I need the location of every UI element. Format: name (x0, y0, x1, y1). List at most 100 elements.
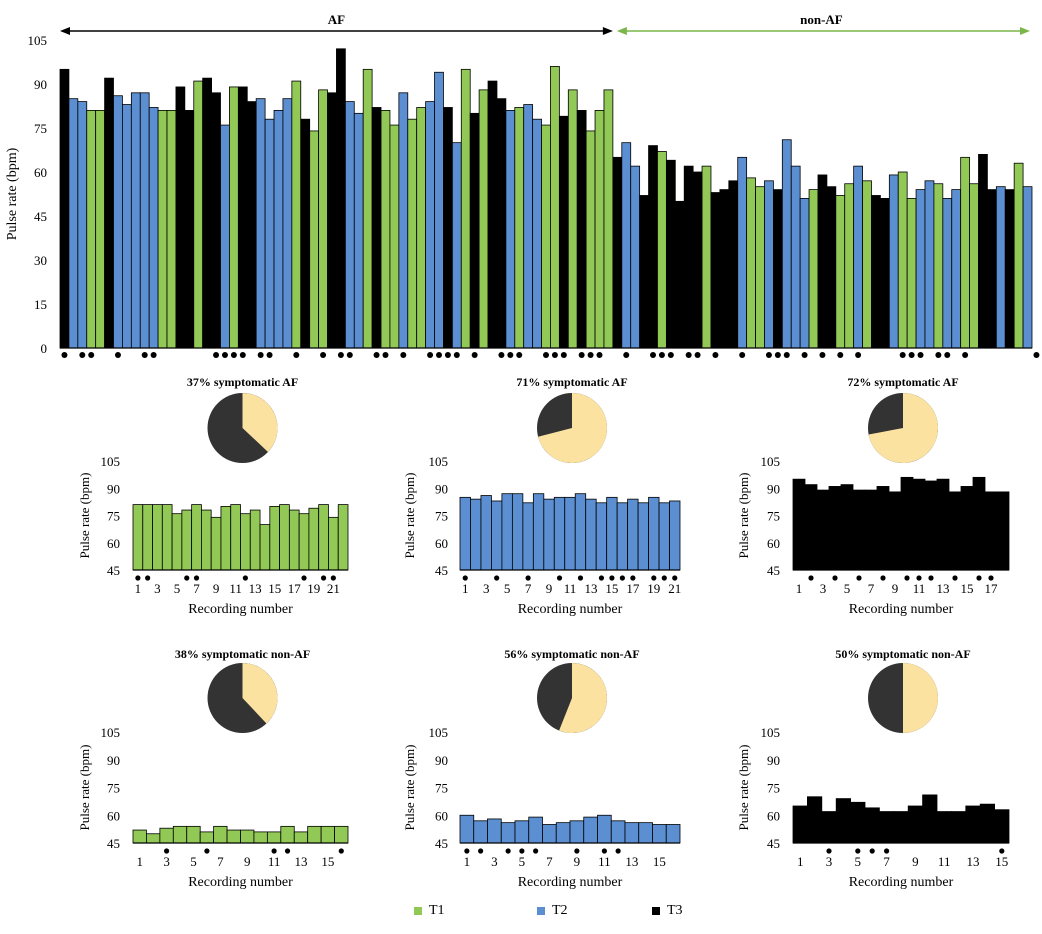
sub-x-tick-label: 11 (229, 581, 242, 596)
main-bar (416, 107, 427, 349)
sub-bar (240, 513, 251, 571)
main-symptom-dot (427, 352, 434, 358)
main-bar (407, 118, 418, 349)
sub-y-tick-label: 45 (435, 836, 448, 851)
sub-bar (201, 509, 212, 571)
main-bar (933, 183, 944, 349)
main-bar (487, 80, 498, 349)
sub-symptom-dot (976, 575, 982, 581)
sub-bar (320, 825, 335, 844)
sub-y-tick-label: 60 (767, 536, 780, 551)
main-symptom-dot (801, 352, 808, 358)
main-bar (1004, 189, 1015, 349)
main-symptom-dot (774, 352, 781, 358)
sub-bar (994, 809, 1010, 844)
sub-bar (253, 831, 268, 844)
sub-bar (191, 504, 202, 571)
sub-bar (514, 820, 530, 844)
main-bar (264, 118, 275, 349)
main-bar (229, 86, 239, 349)
sub-bar (334, 825, 349, 844)
sub-bar (864, 807, 880, 844)
sub-y-tick-label: 90 (107, 481, 120, 496)
sub-symptom-dot (574, 848, 580, 854)
main-bar (451, 142, 462, 349)
sub-bar (307, 825, 322, 844)
main-bar (59, 68, 70, 349)
sub-symptom-dot (609, 575, 615, 581)
sub-x-tick-label: 7 (546, 854, 553, 869)
sub-symptom-dot (856, 575, 862, 581)
sub-bar (293, 831, 309, 844)
main-symptom-dot (221, 352, 228, 358)
sub-bar (638, 822, 653, 844)
main-bar (790, 165, 801, 349)
sub-symptom-dot (880, 575, 886, 581)
nonaf-arrow-right (1020, 27, 1030, 35)
main-symptom-dot (783, 352, 790, 358)
main-symptom-dot (61, 352, 68, 358)
pie-slice-symptomatic (242, 393, 278, 452)
sub-symptom-dot (284, 848, 291, 854)
sub-y-tick-label: 45 (107, 836, 120, 851)
main-symptom-dot (694, 352, 701, 358)
sub-symptom-dot (533, 848, 539, 854)
sub-x-tick-label: 7 (525, 581, 532, 596)
sub-y-tick-label: 60 (767, 808, 780, 823)
main-bar (443, 107, 453, 349)
sub-x-tick-label: 15 (321, 854, 334, 869)
sub-x-tick-label: 9 (213, 581, 220, 596)
sub-bar (132, 504, 144, 571)
main-symptom-dot (444, 352, 451, 358)
sub-bar (951, 811, 967, 844)
pie-slice-symptomatic (868, 393, 938, 464)
main-bar (978, 153, 988, 349)
sub-bar (487, 818, 502, 844)
sub-y-tick-label: 90 (767, 481, 780, 496)
sub-symptom-dot (916, 575, 922, 581)
sub-bar (648, 496, 660, 571)
main-bar (594, 110, 605, 349)
main-symptom-dot (257, 352, 264, 358)
sub-symptom-dot (952, 575, 958, 581)
legend-swatch-t1 (414, 907, 422, 915)
sub-t1-nonaf: 38% symptomatic non-AF Pulse rate (bpm) 45… (77, 647, 349, 890)
main-bar (532, 118, 542, 349)
main-symptom-dot (855, 352, 862, 358)
sub-bar (821, 811, 837, 844)
sub-bar (912, 478, 926, 571)
sub-bar (936, 811, 952, 844)
sub-symptom-dot (242, 575, 248, 581)
sub-bar (627, 498, 639, 571)
sub-bar (652, 824, 667, 844)
main-symptom-dot (560, 352, 567, 358)
sub-bar (543, 498, 555, 571)
sub-y-tick-label: 90 (435, 481, 448, 496)
main-bar (781, 139, 792, 349)
main-bar (835, 195, 846, 349)
sub-y-tick-label: 60 (435, 808, 448, 823)
main-bar (567, 89, 578, 349)
sub-x-tick-label: 19 (307, 581, 320, 596)
legend-swatch-t3 (652, 907, 660, 915)
main-bar (915, 189, 926, 349)
sub-x-tick-label: 15 (653, 854, 666, 869)
nonaf-arrow-left (616, 27, 627, 35)
sub-bar (996, 491, 1010, 571)
sub-symptom-dot (525, 575, 531, 581)
sub-bar (606, 496, 618, 571)
main-y-tick-label: 75 (34, 121, 47, 136)
sub-bar (146, 833, 161, 844)
sub-x-tick-label: 7 (217, 854, 224, 869)
main-bar (380, 110, 391, 349)
sub-x-axis-label: Recording number (188, 602, 293, 617)
main-bar (630, 165, 641, 349)
sub-x-tick-label: 17 (626, 581, 640, 596)
sub-chart-title: 38% symptomatic non-AF (175, 647, 310, 661)
main-bar (175, 86, 186, 349)
sub-x-tick-label: 13 (294, 854, 307, 869)
sub-symptom-dot (884, 848, 890, 854)
main-bar (612, 156, 623, 349)
sub-bar (972, 476, 986, 571)
